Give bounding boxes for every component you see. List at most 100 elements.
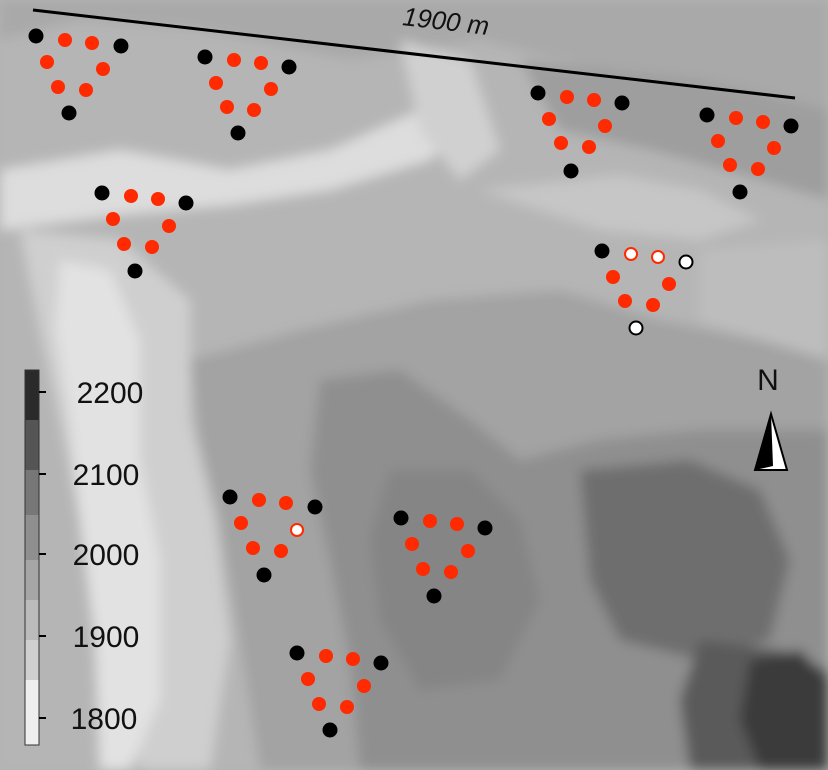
corner-marker bbox=[307, 499, 323, 515]
sensor-marker bbox=[554, 136, 568, 150]
sensor-marker bbox=[254, 56, 268, 70]
sensor-marker bbox=[357, 679, 371, 693]
legend-bar bbox=[24, 369, 40, 746]
sensor-marker bbox=[301, 672, 315, 686]
corner-marker bbox=[322, 722, 338, 738]
corner-marker bbox=[61, 105, 77, 121]
sensor-marker bbox=[423, 514, 437, 528]
sensor-marker bbox=[582, 140, 596, 154]
sensor-marker bbox=[246, 541, 260, 555]
sensor-marker bbox=[274, 544, 288, 558]
sensor-marker bbox=[662, 277, 676, 291]
sensor-marker bbox=[444, 565, 458, 579]
inactive-corner-marker bbox=[628, 320, 644, 336]
sensor-array-3 bbox=[530, 85, 630, 179]
sensor-array-6 bbox=[594, 243, 694, 336]
sensor-marker bbox=[58, 33, 72, 47]
sensor-marker bbox=[606, 270, 620, 284]
inactive-sensor-marker bbox=[651, 250, 665, 264]
sensor-marker bbox=[723, 158, 737, 172]
scale-bar-line bbox=[32, 8, 796, 100]
corner-marker bbox=[783, 118, 799, 134]
sensor-marker bbox=[124, 189, 138, 203]
north-label: N bbox=[757, 364, 779, 397]
sensor-marker bbox=[40, 55, 54, 69]
corner-marker bbox=[256, 567, 272, 583]
corner-marker bbox=[594, 243, 610, 259]
sensor-array-9 bbox=[289, 645, 389, 738]
sensor-array-8 bbox=[393, 510, 493, 604]
sensor-marker bbox=[96, 62, 110, 76]
corner-marker bbox=[289, 645, 305, 661]
corner-marker bbox=[563, 163, 579, 179]
sensor-marker bbox=[51, 80, 65, 94]
legend-tick-label: 2100 bbox=[73, 459, 140, 492]
corner-marker bbox=[732, 184, 748, 200]
legend-tick-label: 1900 bbox=[73, 621, 140, 654]
corner-marker bbox=[178, 195, 194, 211]
legend-tick-label: 2200 bbox=[77, 377, 144, 410]
corner-marker bbox=[113, 38, 129, 54]
corner-marker bbox=[94, 185, 110, 201]
sensor-marker bbox=[106, 212, 120, 226]
corner-marker bbox=[393, 510, 409, 526]
sensor-array-4 bbox=[699, 107, 799, 200]
sensor-marker bbox=[264, 82, 278, 96]
elevation-legend: 2200 2100 2000 1900 1800 bbox=[24, 369, 144, 746]
sensor-marker bbox=[247, 103, 261, 117]
corner-marker bbox=[373, 655, 389, 671]
sensor-marker bbox=[767, 141, 781, 155]
north-arrow: N bbox=[753, 364, 789, 471]
sensor-marker bbox=[542, 112, 556, 126]
sensor-marker bbox=[416, 562, 430, 576]
corner-marker bbox=[222, 489, 238, 505]
sensor-marker bbox=[646, 298, 660, 312]
corner-marker bbox=[477, 520, 493, 536]
sensor-marker bbox=[234, 516, 248, 530]
sensor-marker bbox=[751, 162, 765, 176]
corner-marker bbox=[426, 588, 442, 604]
sensor-marker bbox=[587, 93, 601, 107]
sensor-marker bbox=[450, 517, 464, 531]
sensor-marker bbox=[220, 100, 234, 114]
corner-marker bbox=[281, 59, 297, 75]
sensor-marker bbox=[560, 90, 574, 104]
corner-marker bbox=[230, 125, 246, 141]
sensor-marker bbox=[79, 83, 93, 97]
legend-tick-label: 1800 bbox=[71, 703, 138, 736]
sensor-marker bbox=[461, 544, 475, 558]
sensor-marker bbox=[340, 700, 354, 714]
corner-marker bbox=[127, 263, 143, 279]
sensor-array-7 bbox=[222, 489, 323, 583]
sensor-marker bbox=[598, 119, 612, 133]
corner-marker bbox=[699, 107, 715, 123]
sensor-marker bbox=[117, 237, 131, 251]
sensor-marker bbox=[209, 76, 223, 90]
sensor-marker bbox=[729, 111, 743, 125]
sensor-marker bbox=[252, 493, 266, 507]
sensor-marker bbox=[756, 115, 770, 129]
sensor-marker bbox=[162, 219, 176, 233]
sensor-marker bbox=[145, 240, 159, 254]
inactive-corner-marker bbox=[678, 254, 694, 270]
corner-marker bbox=[614, 95, 630, 111]
sensor-marker bbox=[346, 652, 360, 666]
sensor-marker bbox=[279, 496, 293, 510]
sensor-marker bbox=[405, 537, 419, 551]
sensor-array-5 bbox=[94, 185, 194, 279]
array-markers bbox=[28, 28, 799, 738]
sensor-array-2 bbox=[197, 49, 297, 141]
sensor-marker bbox=[151, 192, 165, 206]
sensor-marker bbox=[711, 134, 725, 148]
sensor-marker bbox=[227, 53, 241, 67]
inactive-sensor-marker bbox=[624, 247, 638, 261]
sensor-marker bbox=[319, 649, 333, 663]
sensor-array-1 bbox=[28, 28, 129, 121]
inactive-sensor-marker bbox=[290, 523, 304, 537]
sensor-marker bbox=[618, 294, 632, 308]
sensor-marker bbox=[85, 36, 99, 50]
sensor-marker bbox=[312, 697, 326, 711]
corner-marker bbox=[530, 85, 546, 101]
corner-marker bbox=[197, 49, 213, 65]
